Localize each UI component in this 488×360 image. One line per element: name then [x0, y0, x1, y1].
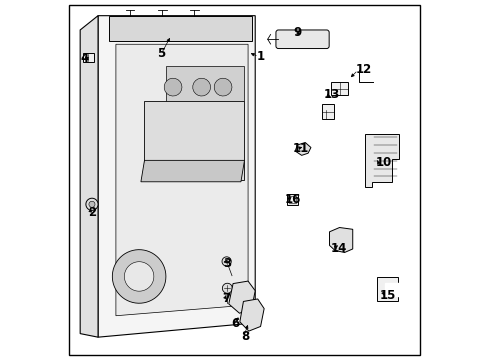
Text: 14: 14: [330, 242, 346, 255]
Text: 13: 13: [323, 89, 339, 102]
Text: 9: 9: [293, 26, 302, 39]
Polygon shape: [164, 78, 182, 96]
Text: 11: 11: [292, 142, 308, 155]
Polygon shape: [228, 281, 255, 313]
FancyBboxPatch shape: [275, 30, 328, 49]
Text: 5: 5: [157, 47, 165, 60]
Text: 2: 2: [88, 206, 96, 219]
Polygon shape: [192, 78, 210, 96]
Polygon shape: [80, 16, 98, 337]
Polygon shape: [365, 134, 398, 187]
FancyBboxPatch shape: [286, 194, 298, 205]
Polygon shape: [295, 143, 310, 156]
Polygon shape: [89, 201, 95, 207]
Text: 1: 1: [257, 50, 264, 63]
Polygon shape: [214, 78, 231, 96]
Polygon shape: [329, 228, 352, 252]
Text: 6: 6: [231, 317, 239, 330]
FancyBboxPatch shape: [376, 277, 398, 301]
Text: 3: 3: [223, 257, 231, 270]
FancyBboxPatch shape: [330, 82, 348, 95]
Text: 10: 10: [375, 156, 391, 169]
Polygon shape: [124, 262, 154, 291]
Polygon shape: [384, 283, 398, 296]
Polygon shape: [141, 160, 244, 182]
Text: 12: 12: [355, 63, 371, 76]
Text: 8: 8: [241, 330, 249, 343]
Polygon shape: [144, 102, 244, 180]
Polygon shape: [108, 16, 251, 41]
FancyBboxPatch shape: [82, 53, 94, 62]
Polygon shape: [98, 16, 255, 337]
FancyBboxPatch shape: [288, 196, 296, 203]
Polygon shape: [165, 66, 244, 102]
FancyBboxPatch shape: [322, 104, 333, 119]
Text: 7: 7: [222, 292, 230, 305]
Polygon shape: [112, 250, 165, 303]
Text: 16: 16: [284, 193, 300, 206]
Polygon shape: [86, 198, 98, 210]
Polygon shape: [222, 283, 232, 293]
Polygon shape: [240, 299, 264, 331]
Text: 15: 15: [379, 288, 395, 302]
Polygon shape: [116, 44, 247, 316]
Polygon shape: [222, 257, 231, 266]
Text: 4: 4: [80, 52, 88, 65]
